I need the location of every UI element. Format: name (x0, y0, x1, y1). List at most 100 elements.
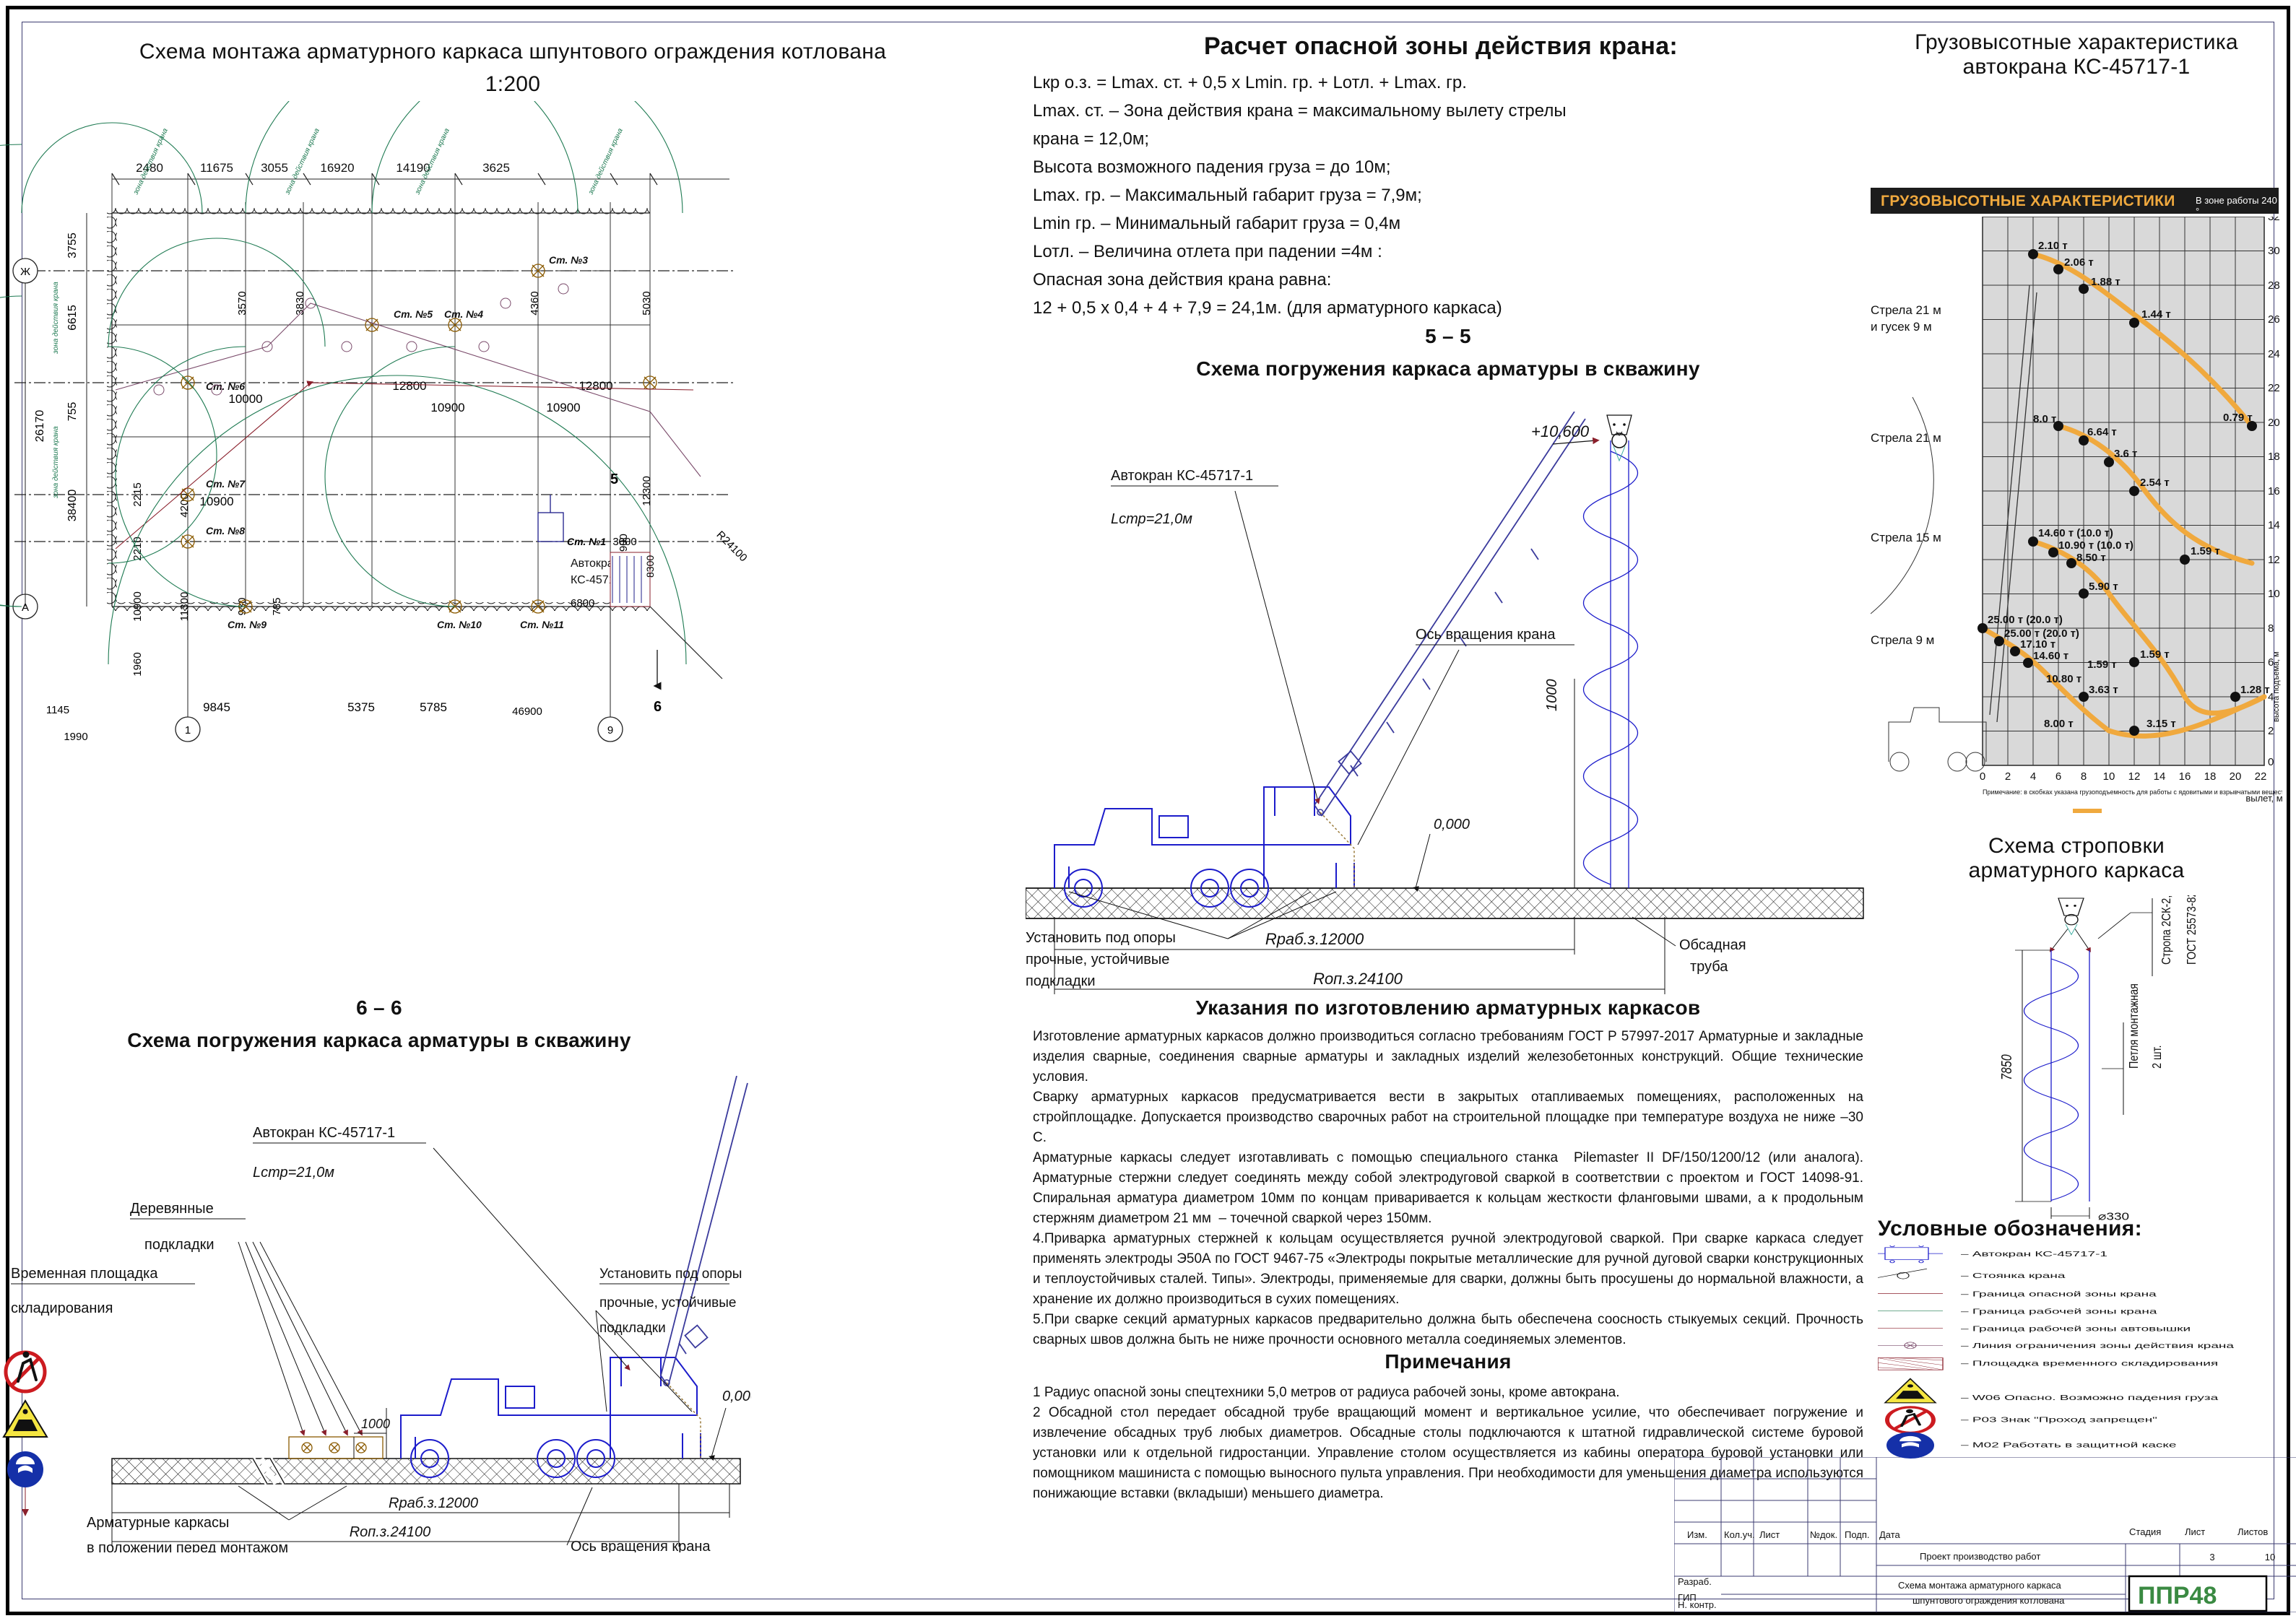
svg-text:11675: 11675 (200, 161, 233, 175)
svg-text:16: 16 (2179, 770, 2191, 783)
svg-text:6.64 т: 6.64 т (2087, 426, 2117, 438)
svg-text:Roп.з.24100: Roп.з.24100 (1313, 970, 1403, 988)
svg-text:6615: 6615 (66, 305, 79, 331)
svg-text:Ж: Ж (20, 266, 30, 278)
svg-text:3625: 3625 (482, 161, 510, 175)
svg-text:зона действия крана: зона действия крана (283, 127, 321, 196)
svg-text:– Граница рабочей зоны автовыш: – Граница рабочей зоны автовышки (1961, 1324, 2191, 1333)
svg-text:1000: 1000 (361, 1417, 390, 1431)
svg-text:прочные, устойчивые: прочные, устойчивые (1026, 952, 1169, 968)
svg-text:0,000: 0,000 (1434, 817, 1470, 833)
svg-text:9845: 9845 (203, 700, 230, 714)
svg-text:Схема монтажа арматурного карк: Схема монтажа арматурного каркаса (1898, 1580, 2062, 1591)
svg-text:14.60 т: 14.60 т (2033, 650, 2068, 662)
svg-text:5785: 5785 (420, 700, 447, 714)
svg-text:подкладки: подкладки (1026, 973, 1096, 989)
svg-text:5.90 т: 5.90 т (2089, 581, 2118, 593)
svg-text:24: 24 (2268, 348, 2280, 360)
svg-text:прочные, устойчивые: прочные, устойчивые (599, 1295, 736, 1311)
svg-text:10: 10 (2268, 588, 2280, 600)
svg-text:Автокран КС-45717-1: Автокран КС-45717-1 (1111, 468, 1253, 484)
svg-text:Стрела 9 м: Стрела 9 м (1871, 633, 1934, 647)
svg-text:Дата: Дата (1879, 1529, 1901, 1540)
svg-text:6800: 6800 (571, 597, 594, 609)
svg-text:1.59 т: 1.59 т (2087, 659, 2117, 671)
svg-text:3570: 3570 (236, 291, 248, 315)
svg-text:8300: 8300 (644, 555, 656, 578)
svg-text:4: 4 (2030, 770, 2036, 783)
svg-text:3055: 3055 (261, 161, 288, 175)
svg-text:Ст. №4: Ст. №4 (444, 308, 483, 320)
svg-text:– Стоянка крана: – Стоянка крана (1961, 1272, 2066, 1280)
svg-text:– Граница рабочей зоны крана: – Граница рабочей зоны крана (1961, 1308, 2157, 1316)
svg-text:18: 18 (2268, 451, 2280, 463)
svg-text:28: 28 (2268, 279, 2280, 292)
svg-text:Разраб.: Разраб. (1678, 1576, 1712, 1587)
svg-text:20: 20 (2230, 770, 2242, 783)
svg-text:1.28 т: 1.28 т (2240, 684, 2270, 696)
svg-text:1.59 т: 1.59 т (2191, 545, 2220, 557)
svg-text:3830: 3830 (294, 291, 306, 315)
svg-text:785: 785 (271, 597, 283, 615)
svg-text:12: 12 (2268, 554, 2280, 566)
svg-text:№док.: №док. (1810, 1529, 1837, 1540)
svg-text:Roп.з.24100: Roп.з.24100 (350, 1524, 431, 1540)
svg-text:38400: 38400 (66, 490, 79, 522)
svg-text:Стропа 2СК-2,0-4500: Стропа 2СК-2,0-4500 (2159, 895, 2174, 965)
svg-text:8: 8 (2268, 622, 2274, 635)
svg-text:16920: 16920 (320, 161, 354, 175)
svg-text:Лист: Лист (2185, 1526, 2205, 1537)
svg-text:12: 12 (2128, 770, 2141, 783)
svg-text:5030: 5030 (641, 291, 653, 315)
svg-text:22: 22 (2255, 770, 2267, 783)
svg-text:32: 32 (2268, 217, 2280, 223)
svg-text:6: 6 (2055, 770, 2061, 783)
svg-text:12300: 12300 (641, 476, 653, 506)
svg-text:складирования: складирования (11, 1300, 113, 1316)
svg-text:5375: 5375 (347, 700, 375, 714)
svg-text:3.6 т: 3.6 т (2114, 448, 2137, 460)
svg-text:14: 14 (2154, 770, 2166, 783)
svg-text:26: 26 (2268, 313, 2280, 326)
svg-text:и гусек 9 м: и гусек 9 м (1871, 320, 1932, 334)
svg-text:3000: 3000 (612, 536, 636, 548)
svg-text:3: 3 (2209, 1552, 2214, 1563)
svg-text:Ст. №5: Ст. №5 (394, 308, 433, 320)
svg-text:R24100: R24100 (714, 529, 750, 564)
svg-text:3.63 т: 3.63 т (2089, 684, 2118, 696)
svg-text:Петля монтажная: Петля монтажная (2127, 983, 2141, 1069)
svg-text:11300: 11300 (178, 592, 191, 622)
svg-text:22: 22 (2268, 382, 2280, 394)
svg-text:Арматурные каркасы: Арматурные каркасы (87, 1515, 229, 1531)
svg-text:0: 0 (2268, 756, 2274, 768)
svg-text:10.80 т: 10.80 т (2046, 673, 2081, 685)
svg-text:10000: 10000 (228, 392, 262, 406)
svg-text:755: 755 (66, 402, 79, 422)
svg-text:2.54 т: 2.54 т (2140, 477, 2170, 489)
svg-text:– Граница опасной зоны крана: – Граница опасной зоны крана (1961, 1290, 2157, 1299)
svg-text:8.0 т: 8.0 т (2033, 413, 2056, 425)
svg-text:10900: 10900 (430, 401, 464, 414)
svg-text:труба: труба (1690, 959, 1728, 975)
svg-text:2215: 2215 (131, 482, 144, 506)
svg-text:в положении перед монтажом: в положении перед монтажом (87, 1540, 288, 1552)
svg-text:7850: 7850 (1998, 1054, 2014, 1080)
svg-text:10: 10 (2103, 770, 2115, 783)
svg-text:30: 30 (2268, 245, 2280, 257)
svg-text:Ст. №10: Ст. №10 (437, 619, 482, 630)
svg-text:Листов: Листов (2237, 1526, 2268, 1537)
svg-text:3755: 3755 (66, 232, 79, 258)
svg-text:Rраб.з.12000: Rраб.з.12000 (389, 1495, 478, 1511)
svg-text:46900: 46900 (512, 705, 542, 718)
svg-text:– Автокран КС-45717-1: – Автокран КС-45717-1 (1961, 1250, 2107, 1259)
svg-text:10.90 т (10.0 т): 10.90 т (10.0 т) (2058, 539, 2133, 552)
svg-text:– Линия ограничения зоны дейст: – Линия ограничения зоны действия крана (1961, 1342, 2235, 1350)
svg-text:1000: 1000 (1544, 679, 1560, 712)
svg-text:2: 2 (2005, 770, 2011, 783)
svg-text:8.00 т: 8.00 т (2044, 718, 2074, 730)
svg-text:Проект производство работ: Проект производство работ (1920, 1551, 2040, 1562)
svg-text:1990: 1990 (64, 731, 87, 743)
svg-text:Ст. №3: Ст. №3 (549, 254, 588, 266)
svg-text:1.59 т: 1.59 т (2140, 648, 2170, 661)
svg-text:Установить под опоры: Установить под опоры (599, 1266, 742, 1282)
